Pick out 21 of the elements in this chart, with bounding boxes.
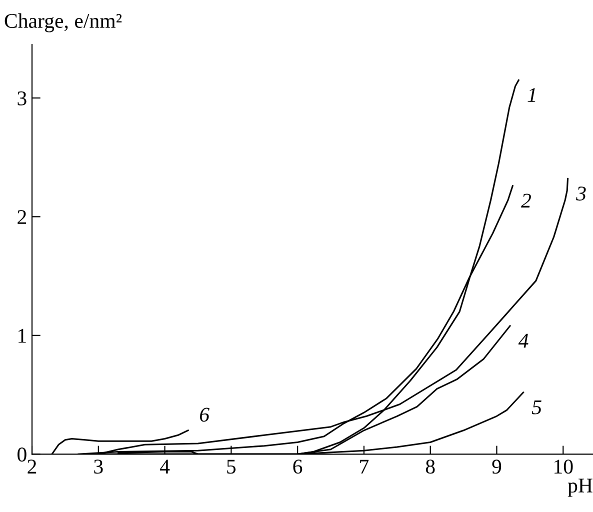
x-tick-label: 2 [28,460,36,474]
y-tick-label: 1 [18,328,26,343]
series-label: 3 [576,186,586,201]
x-tick-label: 8 [426,460,435,474]
y-tick-label: 0 [18,448,26,462]
x-tick-label: 4 [160,460,170,474]
x-tick-label: 7 [360,460,369,474]
x-tick-label: 10 [554,460,573,474]
x-tick-label: 6 [293,460,302,474]
x-tick-label: 9 [492,460,502,474]
y-tick-label: 3 [18,91,26,106]
series-label: 2 [521,194,531,208]
series-label: 4 [518,334,528,348]
y-tick-label: 2 [18,210,26,224]
series-label: 6 [200,408,210,422]
y-axis-title: Charge, e/nm² [4,13,122,32]
series-label: 1 [528,88,536,102]
x-tick-label: 3 [94,460,103,474]
series-label: 5 [532,400,542,414]
x-tick-label: 5 [227,460,236,474]
x-axis-title: pH [568,478,592,497]
